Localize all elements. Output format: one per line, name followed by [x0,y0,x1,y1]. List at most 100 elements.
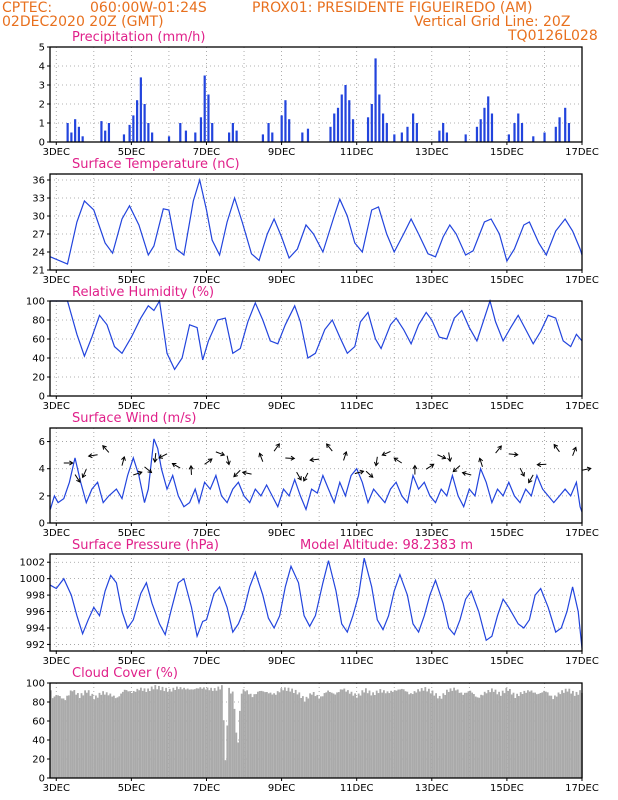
cloud-cover-bar [465,692,468,778]
cloud-cover-bar [537,693,540,778]
cloud-cover-bar [361,690,364,778]
x-tick-label: 5DEC [118,147,145,158]
cloud-cover-bar [77,693,79,778]
wind-arrow [365,470,374,478]
cloud-cover-bar [192,689,194,778]
wind-arrow-head [158,454,164,459]
cloud-cover-bar [509,688,511,778]
cloud-cover-bar [197,688,200,778]
cloud-cover-bar [129,691,131,778]
header-source: CPTEC: [2,0,53,16]
wind-arrow [572,447,577,456]
cloud-cover-bar [320,696,322,778]
precip-bar [344,85,347,142]
cloud-cover-bar [399,689,401,778]
cloud-cover-bar [339,689,342,778]
wind-arrow-head [258,452,264,458]
cloud-cover-bar [208,690,211,778]
cloud-cover-bar [557,692,560,778]
cloud-cover-bar [154,685,157,778]
y-tick-label: 80 [32,316,45,327]
cloud-cover-bar [156,689,158,778]
cloud-cover-bar [489,692,491,778]
cloud-cover-bar [449,688,452,778]
y-tick-label: 0 [39,138,45,149]
wind-arrow-head [497,445,502,451]
y-tick-label: 996 [26,607,45,618]
wind-arrow-head [342,450,348,456]
cloud-cover-bar [471,692,473,778]
cloud-cover-bar [438,695,441,778]
cloud-cover-bar [273,693,275,778]
cloud-cover-bar [527,690,529,778]
cloud-cover-bar [257,691,259,778]
wind-arrow [88,454,98,457]
wind-arrow [242,471,252,475]
cloud-cover-bar [467,691,470,778]
cloud-cover-bar [62,698,65,778]
wind-arrow [102,445,110,453]
wind-arrow-head [393,457,399,462]
y-tick-label: 5 [39,43,45,54]
precip-bar [483,107,486,142]
precip-bar [558,117,561,142]
precip-bar [207,94,210,142]
cloud-cover-bar [50,690,52,778]
precip-bar [370,104,373,142]
cloud-cover-bar [141,690,144,778]
cloud-cover-bar [186,688,189,778]
cloud-cover-bar [75,694,77,778]
cloud-cover-bar [372,692,374,778]
wind-arrow [172,463,181,469]
wind-arrow [343,451,347,461]
x-tick-label: 15DEC [490,783,524,794]
cloud-cover-bar [237,742,239,778]
cloud-cover-bar [496,694,499,778]
x-tick-label: 11DEC [340,528,374,539]
precip-bar [77,126,81,142]
precip-bar [74,119,77,142]
wind-arrow [121,456,125,466]
cloud-cover-bar [71,691,74,778]
cloud-cover-bar [239,710,241,778]
wind-arrow-head [528,478,533,484]
cloud-cover-bar [428,688,430,778]
cloud-cover-bar [201,688,203,778]
wind-arrow [553,444,560,453]
x-tick-label: 5DEC [118,528,145,539]
cloud-cover-bar [447,691,450,778]
precip-bar [122,134,126,142]
cloud-cover-bar [321,696,324,778]
precip-bar [329,126,332,142]
plot-frame [49,553,583,652]
cloud-cover-bar [188,689,191,778]
cloud-cover-bar [482,695,484,778]
cloud-cover-bar [507,690,509,778]
cloud-cover-bar [105,692,108,778]
precip-bar [203,75,206,142]
cloud-cover-bar [487,689,490,778]
cloud-cover-bar [174,690,176,778]
wind-arrow [74,474,81,483]
cloud-cover-bar [330,692,333,778]
cloud-cover-bar [235,732,238,778]
cloud-cover-bar [285,690,288,778]
cloud-cover-bar [87,690,90,778]
cloud-cover-bar [127,691,130,778]
cloud-cover-bar [231,691,234,778]
wind-arrow [519,467,525,477]
cloud-cover-bar [107,695,110,778]
cloud-cover-bar [134,691,137,778]
x-tick-label: 7DEC [193,656,220,667]
wind-arrow-head [102,444,107,450]
cloud-cover-bar [282,690,284,778]
cloud-cover-bar [300,698,302,778]
cloud-cover-bar [66,695,68,778]
cloud-cover-bar [375,690,378,778]
cloud-cover-bar [474,696,477,778]
wind-arrow-head [536,462,542,468]
precip-bar [139,77,142,142]
cloud-cover-bar [271,694,274,778]
x-tick-label: 9DEC [268,275,295,286]
wind-arrow-head [87,453,93,459]
